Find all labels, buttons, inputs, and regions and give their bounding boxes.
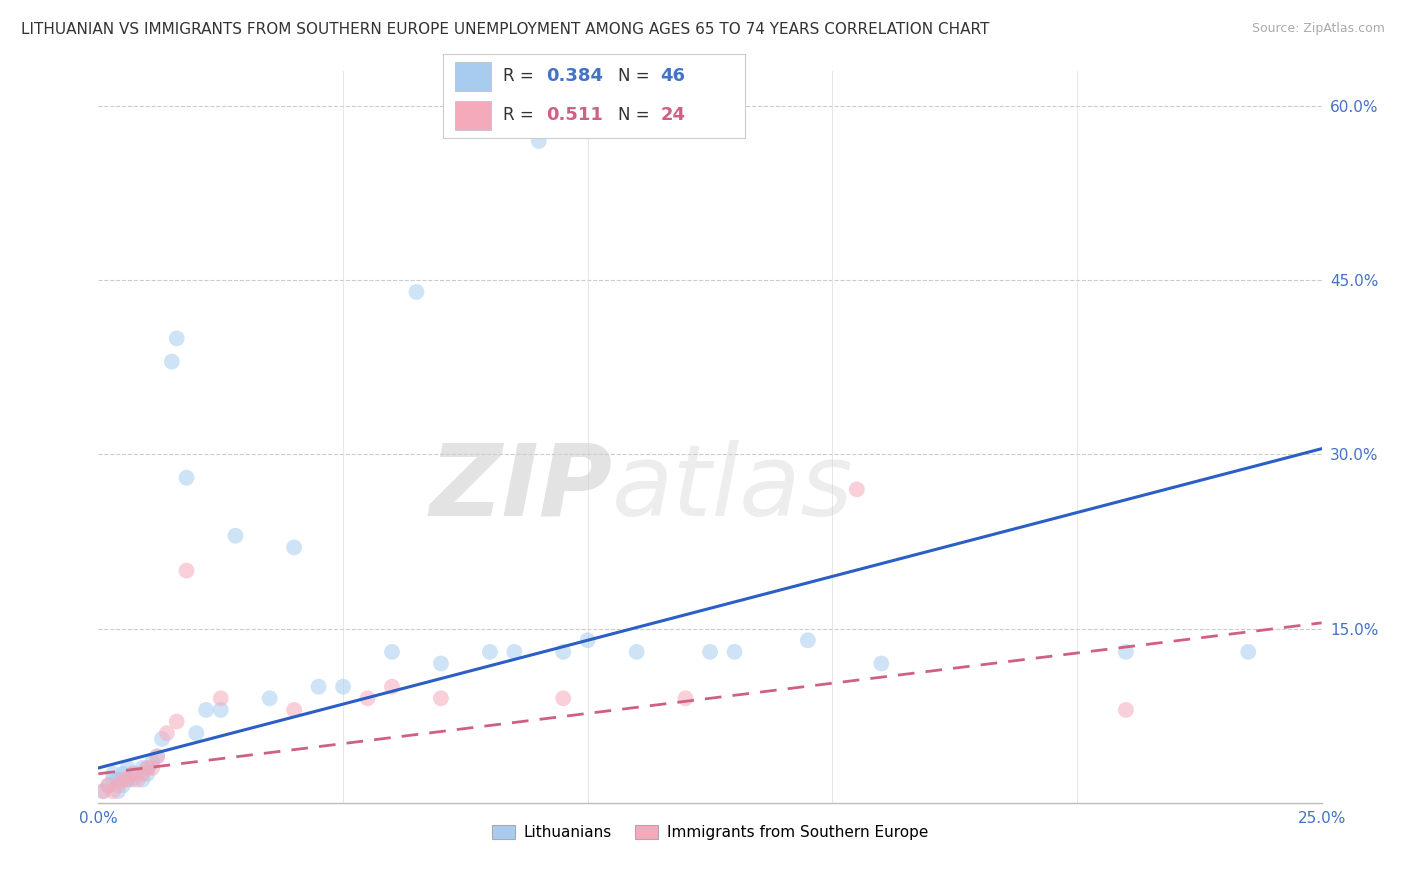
Point	[553, 645, 575, 659]
Point	[141, 755, 163, 769]
Point	[1115, 703, 1137, 717]
Point	[209, 703, 232, 717]
Point	[381, 680, 404, 694]
Point	[127, 766, 149, 780]
Point	[699, 645, 721, 659]
Point	[845, 483, 868, 497]
Point	[283, 541, 305, 555]
Point	[430, 691, 453, 706]
Point	[121, 766, 143, 780]
Point	[797, 633, 820, 648]
Point	[259, 691, 281, 706]
Point	[117, 761, 139, 775]
Point	[91, 784, 114, 798]
Point	[576, 633, 599, 648]
Text: 0.511: 0.511	[546, 105, 603, 123]
Point	[626, 645, 648, 659]
Point	[107, 772, 129, 787]
Point	[1237, 645, 1260, 659]
Point	[111, 772, 134, 787]
Point	[117, 772, 139, 787]
Point	[121, 772, 143, 787]
Point	[553, 691, 575, 706]
Point	[195, 703, 218, 717]
Text: R =: R =	[503, 105, 540, 123]
FancyBboxPatch shape	[456, 62, 491, 91]
Text: LITHUANIAN VS IMMIGRANTS FROM SOUTHERN EUROPE UNEMPLOYMENT AMONG AGES 65 TO 74 Y: LITHUANIAN VS IMMIGRANTS FROM SOUTHERN E…	[21, 22, 990, 37]
Point	[136, 766, 159, 780]
Text: Source: ZipAtlas.com: Source: ZipAtlas.com	[1251, 22, 1385, 36]
Point	[356, 691, 378, 706]
Point	[166, 331, 188, 345]
Point	[176, 471, 198, 485]
Point	[283, 703, 305, 717]
Point	[176, 564, 198, 578]
Point	[150, 731, 173, 746]
Point	[141, 761, 163, 775]
Point	[111, 778, 134, 792]
Text: N =: N =	[619, 105, 655, 123]
Text: 0.384: 0.384	[546, 67, 603, 85]
Point	[156, 726, 179, 740]
Legend: Lithuanians, Immigrants from Southern Europe: Lithuanians, Immigrants from Southern Eu…	[485, 819, 935, 847]
Point	[131, 766, 153, 780]
Point	[101, 766, 124, 780]
Point	[97, 778, 120, 792]
Point	[121, 766, 143, 780]
Point	[503, 645, 526, 659]
Point	[870, 657, 893, 671]
Point	[117, 772, 139, 787]
Point	[1115, 645, 1137, 659]
Point	[136, 761, 159, 775]
Text: N =: N =	[619, 67, 655, 85]
Point	[131, 772, 153, 787]
Point	[527, 134, 550, 148]
Text: R =: R =	[503, 67, 540, 85]
Point	[131, 761, 153, 775]
Point	[127, 772, 149, 787]
Point	[146, 749, 169, 764]
Point	[136, 761, 159, 775]
Point	[97, 778, 120, 792]
Point	[675, 691, 697, 706]
Point	[186, 726, 208, 740]
Point	[160, 354, 183, 368]
Point	[723, 645, 745, 659]
Text: atlas: atlas	[612, 440, 853, 537]
Point	[107, 784, 129, 798]
Point	[166, 714, 188, 729]
Point	[430, 657, 453, 671]
Point	[101, 784, 124, 798]
Text: 46: 46	[661, 67, 686, 85]
Point	[111, 766, 134, 780]
Point	[381, 645, 404, 659]
Point	[308, 680, 330, 694]
FancyBboxPatch shape	[456, 101, 491, 130]
Point	[405, 285, 427, 299]
Point	[107, 778, 129, 792]
Point	[332, 680, 354, 694]
Point	[209, 691, 232, 706]
Point	[91, 784, 114, 798]
Point	[478, 645, 501, 659]
Point	[101, 772, 124, 787]
Point	[224, 529, 246, 543]
Text: ZIP: ZIP	[429, 440, 612, 537]
Text: 24: 24	[661, 105, 686, 123]
Point	[146, 749, 169, 764]
